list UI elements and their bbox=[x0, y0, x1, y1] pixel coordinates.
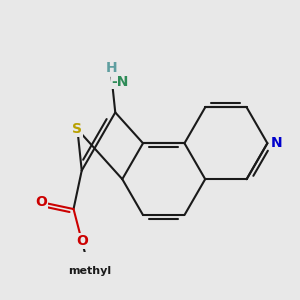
Text: O: O bbox=[76, 234, 88, 248]
Text: O: O bbox=[35, 195, 47, 209]
Text: H: H bbox=[106, 61, 117, 75]
Text: -N: -N bbox=[112, 74, 129, 88]
Text: N: N bbox=[271, 136, 282, 150]
Text: S: S bbox=[72, 122, 82, 136]
Text: methyl: methyl bbox=[68, 266, 111, 276]
